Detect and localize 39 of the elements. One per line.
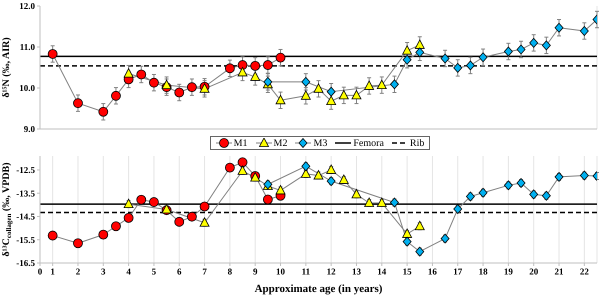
y-axis-title: δ¹⁵N (‰, AIR) bbox=[1, 37, 12, 98]
x-tick-label: 22 bbox=[580, 266, 590, 276]
x-tick-label: 0 bbox=[38, 266, 43, 276]
y-tick-label: 12.0 bbox=[19, 1, 36, 12]
x-tick-label: 12 bbox=[326, 266, 336, 276]
x-tick-label: 9 bbox=[252, 266, 258, 276]
x-tick-label: 17 bbox=[453, 266, 463, 276]
legend-label: M3 bbox=[313, 138, 328, 148]
legend-label: Femora bbox=[353, 138, 384, 148]
x-tick-label: 4 bbox=[126, 266, 132, 276]
x-tick-label: 8 bbox=[228, 266, 233, 276]
y-tick-label: 10.0 bbox=[19, 83, 36, 94]
x-tick-label: 21 bbox=[554, 266, 564, 276]
x-tick-label: 19 bbox=[504, 266, 514, 276]
y-tick-label: -13.5 bbox=[16, 188, 36, 198]
x-tick-label: 10 bbox=[276, 266, 286, 276]
x-tick-label: 14 bbox=[377, 266, 387, 276]
x-tick-label: 1 bbox=[50, 266, 56, 276]
x-tick-label: 20 bbox=[529, 266, 539, 276]
x-tick-label: 7 bbox=[202, 266, 208, 276]
y-tick-label: 11.0 bbox=[20, 42, 36, 52]
x-tick-label: 13 bbox=[352, 266, 362, 276]
y-tick-label: -12.5 bbox=[16, 165, 36, 176]
y-tick-label: -14.5 bbox=[16, 212, 36, 222]
x-tick-label: 15 bbox=[402, 266, 412, 276]
legend-label: M1 bbox=[234, 138, 248, 148]
legend-label: M2 bbox=[274, 138, 288, 148]
x-tick-label: 6 bbox=[177, 266, 182, 276]
y-tick-label: -15.5 bbox=[16, 234, 36, 245]
x-axis-title: Approximate age (in years) bbox=[254, 283, 383, 295]
legend-label: Rib bbox=[410, 138, 424, 148]
x-tick-label: 5 bbox=[152, 266, 157, 276]
x-tick-label: 2 bbox=[76, 266, 81, 276]
x-tick-label: 11 bbox=[302, 266, 311, 276]
y-tick-label: 9.0 bbox=[24, 124, 36, 134]
x-tick-label: 18 bbox=[478, 266, 488, 276]
x-tick-label: 3 bbox=[101, 266, 106, 276]
x-tick-label: 16 bbox=[428, 266, 438, 276]
y-tick-label: -16.5 bbox=[16, 258, 36, 268]
